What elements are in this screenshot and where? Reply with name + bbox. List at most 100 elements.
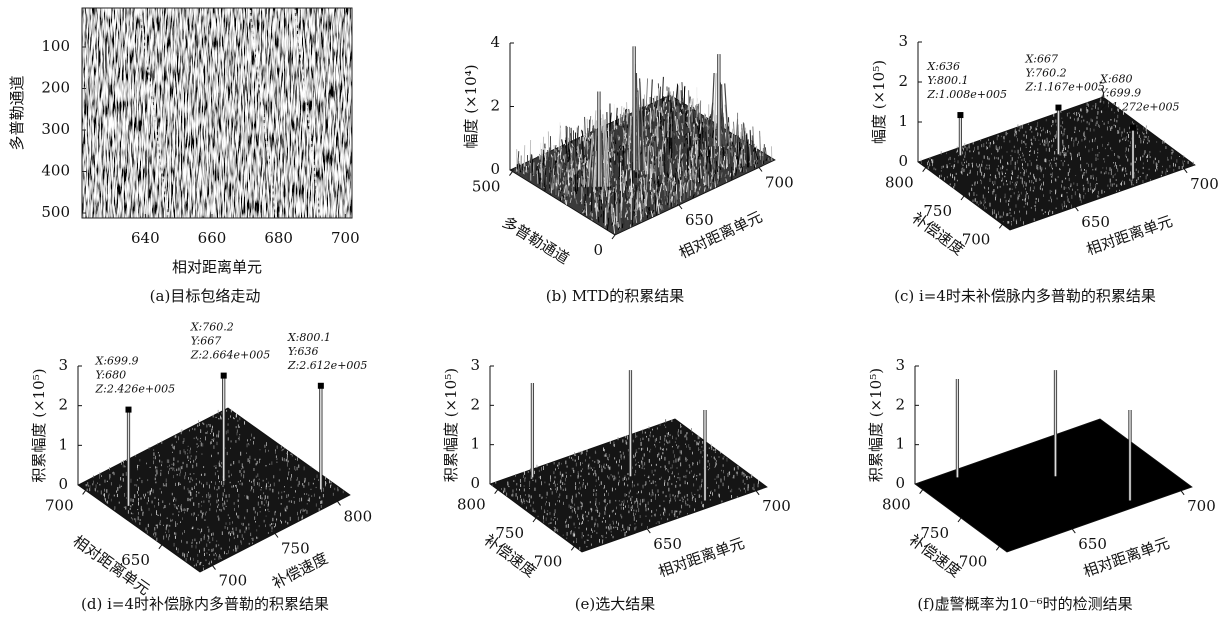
noise-spike — [565, 195, 566, 199]
noise-spike — [723, 152, 724, 155]
noise-spike — [553, 157, 554, 168]
noise-spike — [698, 156, 699, 159]
noise-spike — [690, 147, 691, 150]
tick-label: 700 — [765, 174, 794, 192]
tick-label: 0 — [593, 241, 603, 259]
noise-spike — [703, 138, 704, 142]
axis-tick — [338, 501, 341, 505]
noise-spike — [614, 150, 615, 153]
noise-spike — [633, 211, 634, 225]
peak-annotation: Y:760.2 — [1025, 67, 1066, 80]
z-tick-label: 2 — [898, 72, 908, 90]
noise-spike — [524, 160, 525, 167]
z-tick-label: 0 — [58, 475, 68, 493]
noise-spike — [545, 148, 546, 160]
axis-tick — [1072, 529, 1075, 533]
axis-tick — [1075, 207, 1078, 211]
noise-spike — [648, 146, 649, 174]
noise-spike — [738, 170, 739, 174]
noise-spike — [608, 206, 609, 212]
peak-marker — [1130, 125, 1136, 131]
noise-spike — [621, 139, 622, 152]
noise-spike — [643, 176, 644, 179]
noise-spike — [633, 184, 634, 187]
axis-tick — [571, 546, 574, 550]
peak-annotation: Z:1.008e+005 — [926, 88, 1007, 101]
z-tick-label: 1 — [895, 435, 905, 453]
noise-spike — [712, 124, 713, 127]
caption: (b) MTD的积累结果 — [546, 287, 684, 305]
z-tick-label: 2 — [470, 395, 480, 413]
tick-label: 500 — [472, 178, 501, 196]
noise-spike — [620, 203, 621, 216]
axis-tick — [996, 546, 999, 550]
tick-label: 650 — [685, 211, 714, 229]
axis-tick — [756, 491, 759, 495]
noise-spike — [698, 178, 699, 182]
noise-spike — [695, 154, 696, 159]
tick-label: 800 — [344, 507, 373, 525]
z-tick-label: 0 — [895, 474, 905, 492]
y-tick-label: 400 — [41, 162, 70, 180]
noise-spike — [575, 133, 576, 161]
noise-spike — [706, 176, 707, 185]
z-tick-label: 0 — [470, 474, 480, 492]
x-axis-label: 相对距离单元 — [172, 258, 262, 276]
noise-spike — [594, 206, 595, 214]
z-tick-label: 1 — [898, 112, 908, 130]
x-tick-label: 700 — [331, 229, 360, 247]
noise-spike — [623, 146, 624, 170]
noise-spike — [752, 141, 753, 161]
noise-spike — [732, 134, 733, 141]
noise-spike — [681, 137, 682, 140]
z-axis-label: 幅度 (×10⁵) — [870, 60, 888, 144]
noise-spike — [680, 83, 681, 103]
axis-tick — [999, 224, 1002, 228]
noise-spike — [645, 116, 646, 121]
heatmap-image — [82, 8, 352, 218]
z-tick-label: 2 — [58, 396, 68, 414]
z-tick-label: 0 — [490, 160, 500, 178]
axis-tick — [679, 205, 682, 209]
x-tick-label: 640 — [131, 229, 160, 247]
caption: (d) i=4时补偿脉内多普勒的积累结果 — [81, 595, 329, 613]
peak-annotation: Y:667 — [191, 335, 222, 348]
z-tick-label: 2 — [490, 97, 500, 115]
noise-spike — [672, 181, 673, 184]
axis-tick — [920, 490, 923, 494]
noise-spike — [590, 193, 591, 197]
noise-spike — [582, 155, 583, 162]
noise-spike — [646, 109, 647, 135]
noise-spike — [614, 161, 615, 177]
tick-label: 700 — [762, 497, 791, 515]
axis-tick — [961, 196, 964, 200]
noise-spike — [672, 196, 673, 201]
axis-tick — [923, 168, 926, 172]
noise-spike — [559, 197, 560, 200]
noise-spike — [541, 180, 542, 183]
tick-label: 700 — [45, 496, 74, 514]
noise-spike — [755, 164, 756, 167]
y-tick-label: 100 — [41, 37, 70, 55]
caption: (a)目标包络走动 — [150, 287, 261, 305]
noise-spike — [608, 190, 609, 203]
z-tick-label: 3 — [58, 356, 68, 374]
peak-marker — [1055, 105, 1061, 111]
axis-tick — [533, 518, 536, 522]
peak-annotation: Z:1.272e+005 — [1099, 101, 1180, 114]
tick-label: 800 — [885, 174, 914, 192]
tick-label: 800 — [882, 496, 911, 514]
axis-tick — [1181, 491, 1184, 495]
noise-spike — [613, 230, 614, 233]
tick-label: 650 — [1078, 535, 1107, 553]
noise-spike — [671, 93, 672, 96]
noise-spike — [652, 194, 653, 198]
peak-marker — [318, 383, 324, 389]
noise-spike — [674, 107, 675, 120]
x-tick-label: 660 — [198, 229, 227, 247]
noise-spike — [673, 111, 674, 116]
noise-spike — [646, 78, 647, 106]
noise-spike — [579, 178, 580, 187]
noise-spike — [619, 177, 620, 180]
noise-spike — [705, 162, 706, 172]
